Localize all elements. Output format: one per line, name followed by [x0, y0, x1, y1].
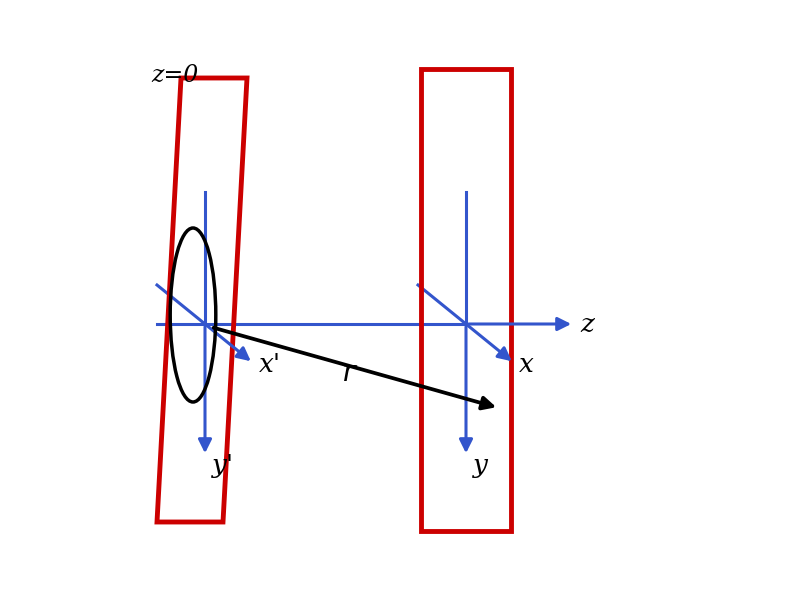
Text: x': x' — [259, 352, 281, 377]
Text: x: x — [518, 352, 534, 377]
Text: z: z — [580, 311, 594, 337]
Text: y: y — [474, 452, 488, 478]
Text: z=0: z=0 — [151, 64, 198, 86]
Text: r: r — [342, 359, 356, 387]
Text: y': y' — [211, 452, 234, 478]
